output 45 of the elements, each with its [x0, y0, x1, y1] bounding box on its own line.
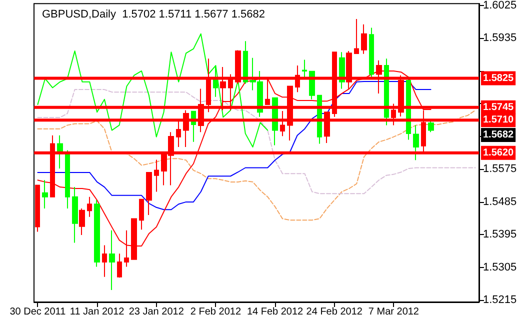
candlestick [72, 186, 78, 244]
candlestick [42, 180, 48, 210]
candlestick [154, 159, 159, 192]
x-tick-label: 23 Jan 2012 [128, 306, 184, 318]
candlestick [109, 230, 115, 290]
text: 1.5682 [483, 130, 514, 140]
candlestick [94, 200, 100, 268]
candlestick [65, 150, 70, 210]
line-series [37, 33, 268, 148]
chart-title: GBPUSD,Daily 1.5702 1.5711 1.5677 1.5682 [42, 8, 266, 20]
y-tick-label: 1.5485 [483, 196, 517, 208]
ref-line-label: 1.5745 [483, 102, 514, 113]
ref-line-label: 1.5620 [483, 147, 514, 158]
candlestick [139, 198, 144, 230]
ref-line-label: 1.5710 [483, 114, 514, 126]
candlestick [369, 27, 374, 80]
ref-line-label: 1.5825 [483, 72, 514, 84]
line-series [37, 81, 432, 210]
candlestick [428, 119, 434, 133]
candlestick [302, 59, 307, 80]
x-tick-label: 24 Feb 2012 [306, 306, 363, 318]
y-tick-label: 1.6025 [483, 0, 517, 12]
x-tick-label: 2 Feb 2012 [190, 306, 242, 318]
y-tick-label: 1.5935 [483, 32, 517, 44]
candlestick [146, 172, 152, 216]
candlestick [117, 253, 122, 278]
y-tick-label: 1.5395 [483, 228, 517, 241]
x-tick-label: 7 Mar 2012 [368, 306, 420, 318]
x-tick-label: 30 Dec 2011 [10, 306, 66, 318]
candlestick [79, 208, 85, 236]
y-tick-label: 1.5215 [483, 294, 517, 306]
candlestick [354, 18, 359, 54]
x-tick-label: 11 Jan 2012 [70, 306, 125, 318]
candlestick [213, 65, 218, 98]
candlestick [87, 196, 92, 218]
candlestick [361, 24, 367, 54]
x-tick-label: 14 Feb 2012 [246, 306, 304, 318]
candlestick [243, 40, 248, 84]
candlestick [35, 184, 40, 232]
y-tick-label: 1.5575 [483, 163, 517, 176]
line-series [37, 110, 476, 221]
candlestick [102, 244, 107, 278]
candlestick [413, 124, 419, 161]
line-series [37, 89, 476, 194]
y-tick-label: 1.5305 [483, 261, 517, 274]
